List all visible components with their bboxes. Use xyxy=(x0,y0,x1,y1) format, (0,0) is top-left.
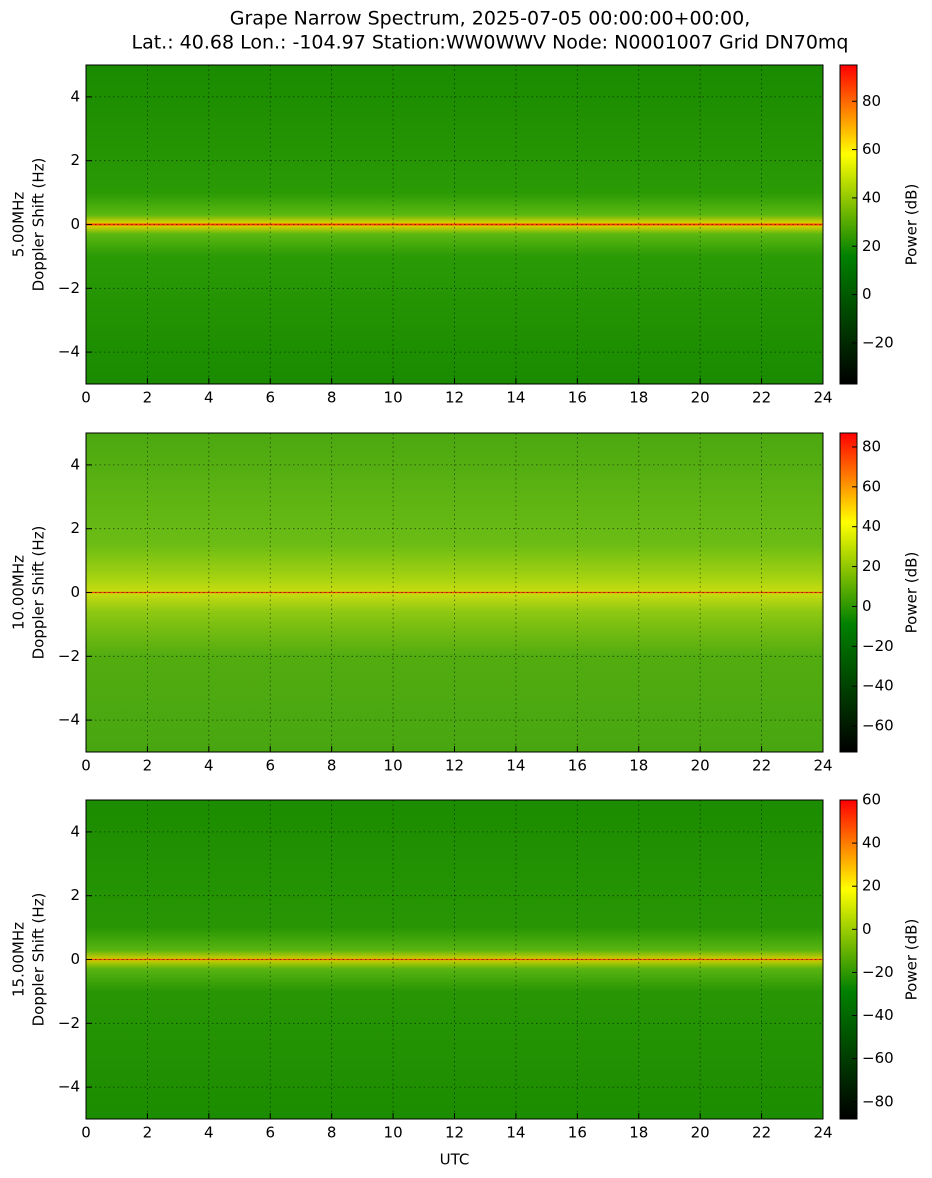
colorbar-tick-label: 20 xyxy=(862,877,881,895)
y-tick-label: −4 xyxy=(58,1078,80,1096)
x-tick-label: 8 xyxy=(327,757,337,775)
x-tick-label: 4 xyxy=(204,757,214,775)
x-tick-label: 20 xyxy=(691,757,710,775)
y-tick-label: 2 xyxy=(70,519,80,537)
colorbar xyxy=(839,432,858,753)
y-tick-label: −2 xyxy=(58,647,80,665)
x-tick-label: 4 xyxy=(204,389,214,407)
colorbar-tick-label: 60 xyxy=(862,791,881,809)
x-tick-label: 16 xyxy=(568,389,587,407)
y-axis-label: 5.00MHz xyxy=(10,192,28,258)
colorbar-tick-label: 40 xyxy=(862,188,881,206)
colorbar-tick-label: −60 xyxy=(862,717,894,735)
y-axis-label: 10.00MHz xyxy=(10,555,28,630)
x-tick-label: 12 xyxy=(445,1124,464,1142)
y-axis-label: Doppler Shift (Hz) xyxy=(30,526,48,660)
colorbar-tick-label: 20 xyxy=(862,557,881,575)
x-tick-label: 6 xyxy=(265,389,275,407)
x-tick-label: 24 xyxy=(813,757,832,775)
plot-frame xyxy=(85,64,824,385)
colorbar-tick-label: 0 xyxy=(862,597,872,615)
colorbar-tick-label: 80 xyxy=(862,92,881,110)
colorbar-tick-label: 80 xyxy=(862,437,881,455)
x-tick-label: 10 xyxy=(384,389,403,407)
colorbar-label: Power (dB) xyxy=(903,552,921,634)
plot-frame xyxy=(85,799,824,1120)
x-tick-label: 0 xyxy=(81,389,91,407)
y-tick-label: −2 xyxy=(58,279,80,297)
y-axis-label: Doppler Shift (Hz) xyxy=(30,893,48,1027)
x-tick-label: 16 xyxy=(568,757,587,775)
colorbar-tick-label: −20 xyxy=(862,333,894,351)
title-line: Lat.: 40.68 Lon.: -104.97 Station:WW0WWV… xyxy=(132,32,849,54)
colorbar xyxy=(839,64,858,385)
x-tick-label: 22 xyxy=(752,757,771,775)
x-tick-label: 0 xyxy=(81,1124,91,1142)
x-tick-label: 2 xyxy=(143,757,153,775)
colorbar-label: Power (dB) xyxy=(903,919,921,1001)
x-tick-label: 6 xyxy=(265,757,275,775)
x-tick-label: 18 xyxy=(629,1124,648,1142)
x-axis-label: UTC xyxy=(440,1151,470,1169)
x-tick-label: 12 xyxy=(445,757,464,775)
y-tick-label: 4 xyxy=(70,822,80,840)
colorbar-tick-label: 60 xyxy=(862,140,881,158)
colorbar-label: Power (dB) xyxy=(903,184,921,266)
y-tick-label: 0 xyxy=(70,215,80,233)
x-tick-label: 16 xyxy=(568,1124,587,1142)
x-tick-label: 0 xyxy=(81,757,91,775)
x-tick-label: 24 xyxy=(813,1124,832,1142)
y-tick-label: 2 xyxy=(70,151,80,169)
colorbar-tick-label: −40 xyxy=(862,1006,894,1024)
x-tick-label: 10 xyxy=(384,1124,403,1142)
x-tick-label: 8 xyxy=(327,389,337,407)
y-tick-label: 2 xyxy=(70,886,80,904)
y-tick-label: 4 xyxy=(70,455,80,473)
colorbar-tick-label: 40 xyxy=(862,834,881,852)
x-tick-label: 10 xyxy=(384,757,403,775)
colorbar-tick-label: 60 xyxy=(862,477,881,495)
x-tick-label: 18 xyxy=(629,389,648,407)
x-tick-label: 18 xyxy=(629,757,648,775)
colorbar-tick-label: −60 xyxy=(862,1049,894,1067)
x-tick-label: 4 xyxy=(204,1124,214,1142)
y-axis-label: Doppler Shift (Hz) xyxy=(30,158,48,292)
y-tick-label: 4 xyxy=(70,87,80,105)
colorbar-tick-label: −80 xyxy=(862,1092,894,1110)
colorbar-tick-label: 20 xyxy=(862,237,881,255)
y-axis-label: 15.00MHz xyxy=(10,922,28,997)
title-line: Grape Narrow Spectrum, 2025-07-05 00:00:… xyxy=(230,8,751,30)
plot-frame xyxy=(85,432,824,753)
x-tick-label: 22 xyxy=(752,389,771,407)
x-tick-label: 2 xyxy=(143,1124,153,1142)
x-tick-label: 12 xyxy=(445,389,464,407)
colorbar-tick-label: −20 xyxy=(862,637,894,655)
y-tick-label: −4 xyxy=(58,343,80,361)
x-tick-label: 6 xyxy=(265,1124,275,1142)
colorbar-tick-label: 40 xyxy=(862,517,881,535)
y-tick-label: 0 xyxy=(70,950,80,968)
y-tick-label: 0 xyxy=(70,583,80,601)
x-tick-label: 8 xyxy=(327,1124,337,1142)
colorbar-tick-label: 0 xyxy=(862,920,872,938)
x-tick-label: 14 xyxy=(506,757,525,775)
colorbar-tick-label: −20 xyxy=(862,963,894,981)
x-tick-label: 14 xyxy=(506,1124,525,1142)
x-tick-label: 20 xyxy=(691,1124,710,1142)
colorbar-tick-label: −40 xyxy=(862,677,894,695)
colorbar xyxy=(839,799,858,1120)
y-tick-label: −2 xyxy=(58,1014,80,1032)
x-tick-label: 14 xyxy=(506,389,525,407)
x-tick-label: 24 xyxy=(813,389,832,407)
x-tick-label: 22 xyxy=(752,1124,771,1142)
x-tick-label: 2 xyxy=(143,389,153,407)
x-tick-label: 20 xyxy=(691,389,710,407)
colorbar-tick-label: 0 xyxy=(862,285,872,303)
y-tick-label: −4 xyxy=(58,711,80,729)
